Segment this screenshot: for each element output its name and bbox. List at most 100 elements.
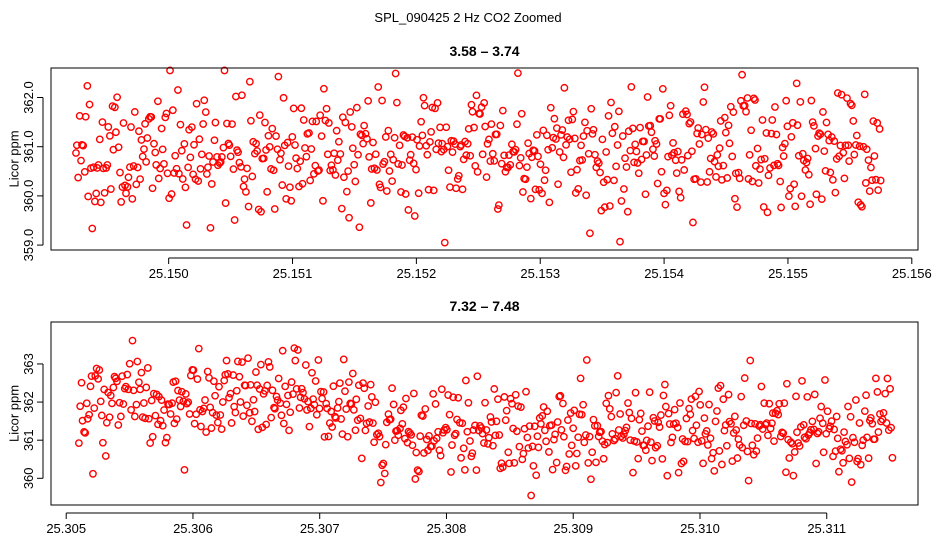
- data-point: [602, 399, 611, 408]
- data-point: [282, 400, 291, 409]
- data-point: [715, 144, 724, 153]
- data-point: [780, 399, 789, 408]
- data-point: [817, 195, 826, 204]
- data-point: [336, 150, 345, 158]
- data-point: [558, 126, 567, 134]
- data-point: [855, 142, 864, 151]
- data-point: [244, 354, 252, 363]
- data-point: [140, 145, 148, 154]
- data-point: [320, 432, 329, 441]
- data-point: [211, 391, 219, 400]
- data-point: [602, 148, 611, 156]
- data-point: [409, 389, 418, 398]
- data-point: [74, 439, 83, 448]
- data-point: [468, 449, 477, 457]
- data-point: [250, 407, 259, 416]
- data-point: [192, 410, 201, 419]
- data-point: [649, 145, 657, 154]
- data-point: [342, 405, 351, 413]
- data-point: [713, 151, 722, 159]
- data-point: [504, 448, 513, 457]
- data-point: [301, 361, 310, 369]
- y-axis-label: Licor ppm: [7, 130, 22, 187]
- data-point: [561, 466, 570, 475]
- data-point: [580, 438, 589, 447]
- data-point: [283, 138, 292, 147]
- data-point: [151, 411, 160, 420]
- data-point: [845, 454, 854, 463]
- data-point: [376, 478, 385, 487]
- data-point: [90, 404, 99, 413]
- data-point: [141, 414, 150, 423]
- data-point: [434, 139, 443, 148]
- data-point: [347, 122, 356, 131]
- data-point: [774, 161, 783, 170]
- data-point: [738, 443, 747, 452]
- data-point: [714, 162, 723, 171]
- data-point: [727, 419, 735, 428]
- data-point: [143, 134, 152, 142]
- data-point: [677, 459, 686, 468]
- data-point: [544, 145, 553, 154]
- data-point: [324, 432, 333, 441]
- data-point: [167, 190, 176, 198]
- data-point: [144, 414, 153, 423]
- data-point: [619, 430, 628, 439]
- data-point: [315, 166, 323, 175]
- data-point: [327, 407, 336, 416]
- data-point: [462, 151, 471, 160]
- data-point: [716, 381, 725, 390]
- data-point: [656, 114, 665, 123]
- data-point: [458, 419, 467, 428]
- data-point: [522, 387, 530, 396]
- data-point: [82, 399, 91, 408]
- data-point: [796, 98, 805, 106]
- data-point: [767, 129, 776, 138]
- data-point: [642, 151, 651, 159]
- data-point: [402, 394, 410, 403]
- data-point: [98, 118, 107, 127]
- data-point: [656, 411, 665, 419]
- data-point: [227, 419, 236, 427]
- data-point: [224, 370, 232, 378]
- data-point: [599, 454, 608, 463]
- data-point: [864, 156, 873, 165]
- data-point: [286, 408, 295, 417]
- data-point: [289, 104, 298, 113]
- data-point: [821, 376, 829, 384]
- y-axis-label: Licor ppm: [7, 385, 22, 442]
- plot-frame: [50, 67, 919, 251]
- data-point: [730, 412, 739, 421]
- data-point: [729, 108, 738, 117]
- data-point: [341, 118, 350, 127]
- data-point: [846, 99, 855, 108]
- data-point: [640, 137, 648, 146]
- data-point: [515, 442, 524, 451]
- data-point: [799, 420, 808, 429]
- data-point: [467, 452, 476, 461]
- data-point: [228, 120, 236, 129]
- data-point: [663, 471, 672, 480]
- data-point: [80, 428, 88, 436]
- data-point: [170, 419, 179, 428]
- data-point: [607, 412, 616, 421]
- data-point: [425, 431, 433, 440]
- data-point: [659, 391, 668, 400]
- data-point: [464, 398, 473, 407]
- data-point: [204, 163, 212, 172]
- data-point: [486, 413, 495, 421]
- data-point: [792, 79, 801, 88]
- data-point: [568, 115, 577, 124]
- data-point: [381, 133, 390, 141]
- data-point: [284, 162, 293, 171]
- data-point: [482, 173, 491, 182]
- data-point: [202, 428, 211, 436]
- data-point: [448, 441, 456, 449]
- data-point: [713, 407, 721, 415]
- data-point: [779, 152, 788, 160]
- data-point: [650, 417, 659, 425]
- data-point: [592, 458, 600, 467]
- data-point: [515, 161, 524, 170]
- data-point: [215, 382, 223, 391]
